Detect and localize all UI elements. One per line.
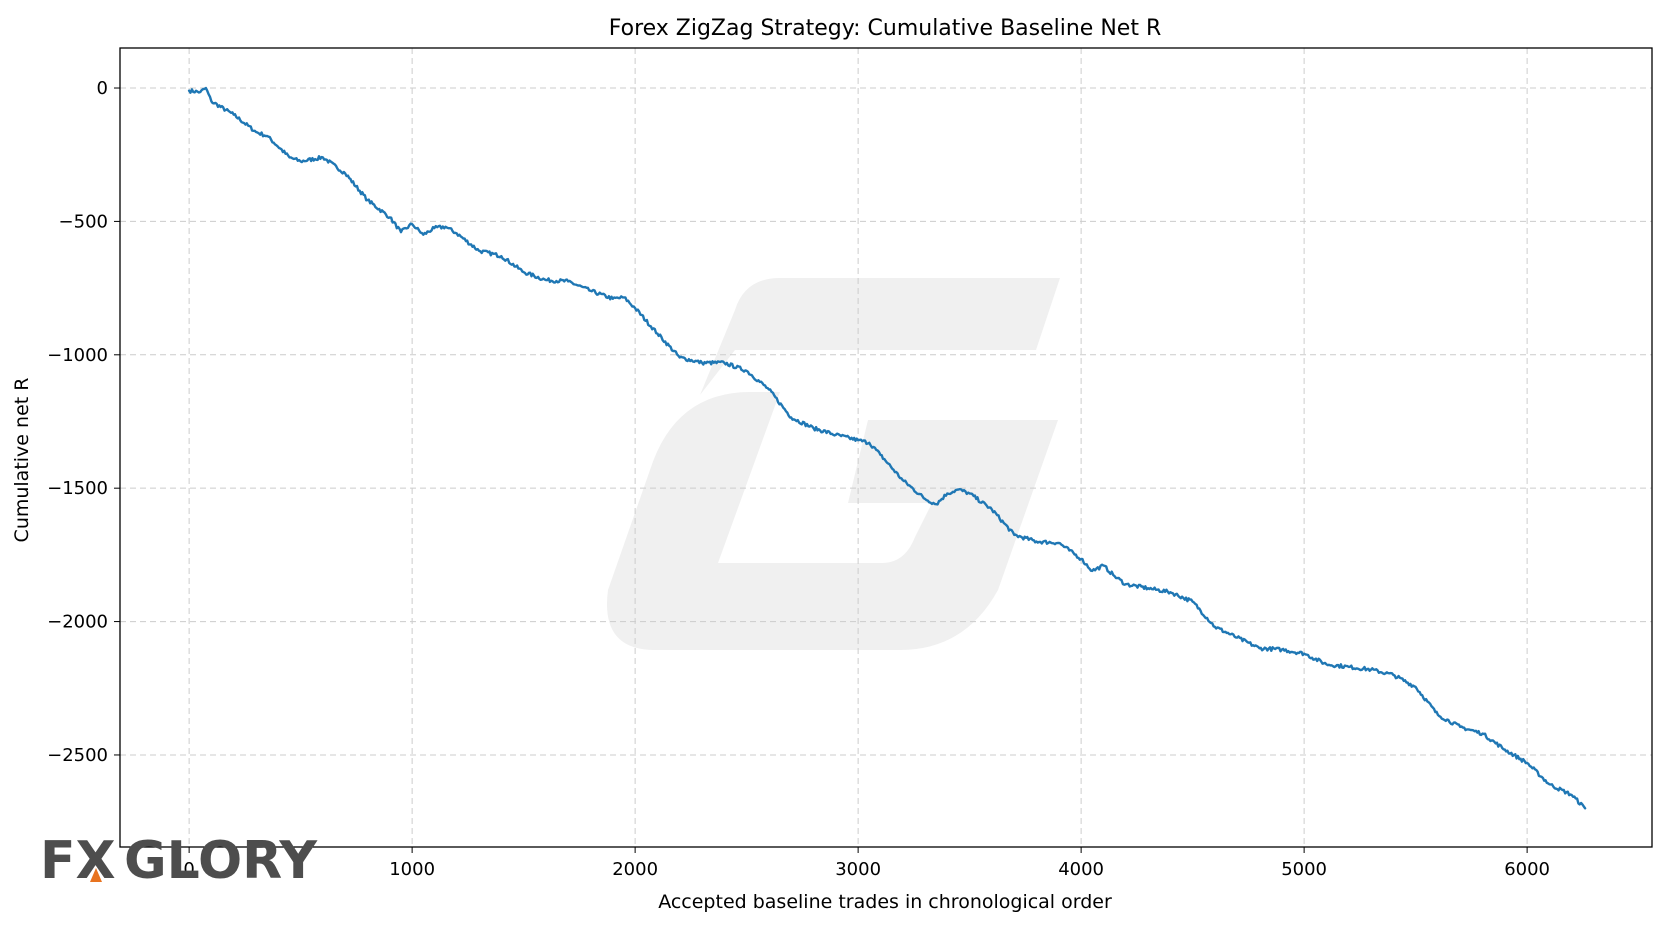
grid (120, 48, 1652, 847)
y-tick-label: −1000 (47, 345, 108, 366)
y-tick-label: −500 (59, 211, 108, 232)
x-tick-label: 4000 (1058, 859, 1104, 880)
y-tick-label: −1500 (47, 478, 108, 499)
brand-logo: FX GLORY (40, 831, 318, 891)
plot-frame (119, 47, 1653, 848)
x-tick-label: 6000 (1504, 859, 1550, 880)
brand-logo-accent (90, 868, 102, 882)
brand-logo-text-rest: GLORY (124, 831, 318, 891)
chart-title: Forex ZigZag Strategy: Cumulative Baseli… (609, 16, 1162, 41)
series-line-cumulative-net-r (187, 86, 1587, 810)
x-axis-title: Accepted baseline trades in chronologica… (658, 891, 1112, 913)
y-tick-label: 0 (97, 78, 108, 99)
watermark-mark-upper (700, 278, 1060, 395)
x-tick-label: 3000 (835, 859, 881, 880)
watermark-g-mark (606, 278, 1060, 650)
y-tick-label: −2500 (47, 745, 108, 766)
watermark-mark-lower (606, 392, 1058, 650)
x-tick-label: 0 (183, 859, 194, 880)
brand-logo-text: FX (40, 831, 116, 891)
x-tick-label: 5000 (1281, 859, 1327, 880)
y-axis-ticks: 0 −500 −1000 −1500 −2000 −2500 (47, 78, 120, 766)
x-tick-label: 1000 (389, 859, 435, 880)
x-axis-ticks: 0 1000 2000 3000 4000 5000 6000 (183, 847, 1550, 880)
x-tick-label: 2000 (612, 859, 658, 880)
y-axis-title: Cumulative net R (11, 378, 33, 543)
y-tick-label: −2000 (47, 612, 108, 633)
